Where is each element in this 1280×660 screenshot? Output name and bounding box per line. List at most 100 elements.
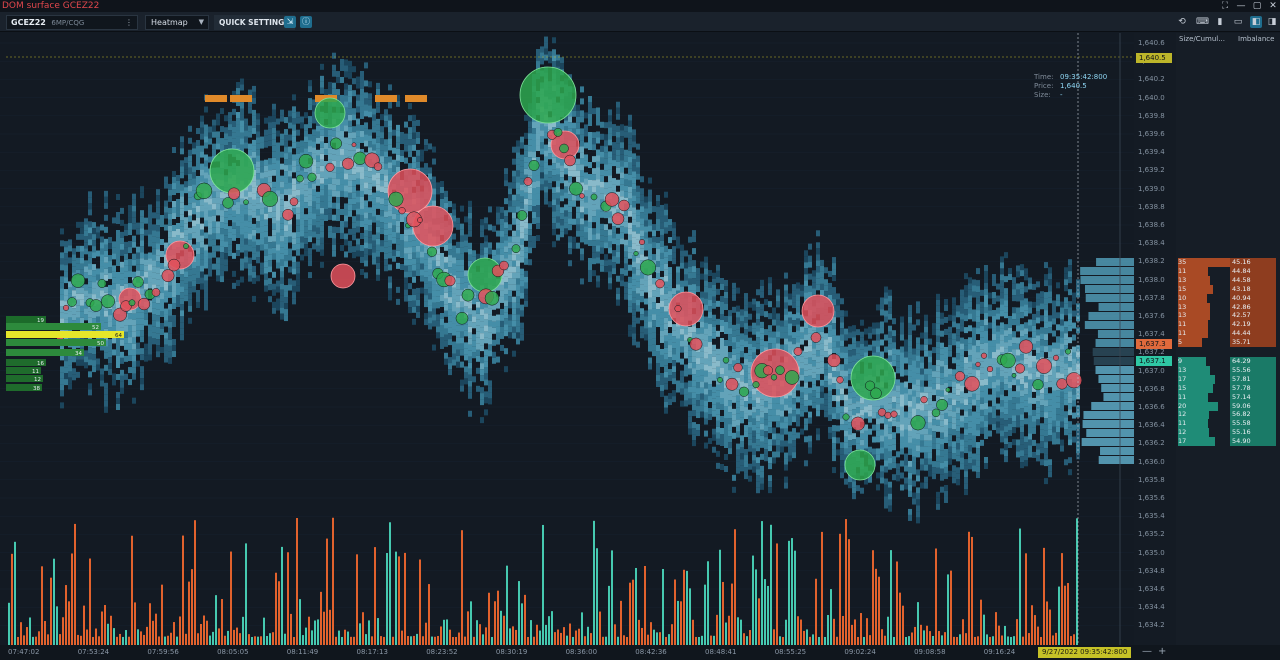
heatmap-cell bbox=[116, 259, 120, 266]
heatmap-cell bbox=[308, 212, 312, 219]
heatmap-cell bbox=[296, 243, 300, 250]
heatmap-cell bbox=[108, 357, 112, 364]
heatmap-cell bbox=[364, 188, 368, 195]
history-icon[interactable]: ⟲ bbox=[1178, 17, 1186, 27]
heatmap-cell bbox=[476, 343, 480, 350]
heatmap-cell bbox=[500, 224, 504, 231]
heatmap-cell bbox=[476, 349, 480, 356]
heatmap-cell bbox=[628, 156, 632, 163]
heatmap-cell bbox=[200, 265, 204, 272]
heatmap-cell bbox=[260, 172, 264, 179]
heatmap-cell bbox=[92, 354, 96, 361]
heatmap-cell bbox=[656, 267, 660, 274]
heatmap-cell bbox=[176, 300, 180, 307]
heatmap-cell bbox=[156, 189, 160, 196]
heatmap-cell bbox=[112, 253, 116, 260]
heatmap-cell bbox=[576, 164, 580, 171]
expand-icon[interactable]: ⛶ bbox=[1221, 1, 1229, 11]
heatmap-cell bbox=[588, 197, 592, 204]
heatmap-cell bbox=[416, 305, 420, 312]
heatmap-cell bbox=[248, 209, 252, 216]
heatmap-cell bbox=[504, 366, 508, 373]
fit-view-icon[interactable]: ⇲ bbox=[284, 16, 296, 28]
info-icon[interactable]: ⓘ bbox=[300, 16, 312, 28]
panel-layout-icon[interactable]: ◨ bbox=[1267, 17, 1277, 27]
heatmap-cell bbox=[248, 269, 252, 276]
heatmap-cell bbox=[828, 294, 832, 301]
heatmap-cell bbox=[444, 352, 448, 359]
heatmap-cell bbox=[204, 178, 208, 185]
heatmap-cell bbox=[576, 212, 580, 219]
heatmap-cell bbox=[276, 160, 280, 167]
heatmap-cell bbox=[540, 178, 544, 185]
quick-settings-button[interactable]: QUICK SETTINGS bbox=[214, 15, 295, 30]
heatmap-cell bbox=[128, 223, 132, 230]
heatmap-cell bbox=[404, 217, 408, 224]
heatmap-cell bbox=[120, 351, 124, 358]
heatmap-cell bbox=[680, 340, 684, 347]
heatmap-cell bbox=[736, 371, 740, 378]
heatmap-cell bbox=[204, 214, 208, 221]
heatmap-cell bbox=[416, 257, 420, 264]
heatmap-cell bbox=[236, 226, 240, 233]
heatmap-cell bbox=[844, 436, 848, 443]
heatmap-cell bbox=[172, 201, 176, 208]
minimize-icon[interactable]: — bbox=[1236, 1, 1246, 11]
heatmap-cell bbox=[360, 166, 364, 173]
heatmap-cell bbox=[172, 351, 176, 358]
heatmap-cell bbox=[704, 334, 708, 341]
heatmap-cell bbox=[848, 440, 852, 447]
heatmap-cell bbox=[404, 145, 408, 152]
heatmap-cell bbox=[440, 264, 444, 271]
heatmap-cell bbox=[520, 160, 524, 167]
camera-icon[interactable]: ▭ bbox=[1233, 17, 1243, 27]
heatmap-cell bbox=[420, 269, 424, 276]
dom-panel-toggle-icon[interactable]: ◧ bbox=[1250, 16, 1262, 28]
heatmap-cell bbox=[376, 124, 380, 131]
heatmap-cell bbox=[332, 250, 336, 257]
heatmap-cell bbox=[656, 243, 660, 250]
symbol-selector[interactable]: GCEZ22 6MP/CQG ⋮ bbox=[6, 15, 138, 30]
heatmap-cell bbox=[636, 233, 640, 240]
heatmap-cell bbox=[60, 288, 64, 295]
heatmap-cell bbox=[336, 71, 340, 78]
heatmap-cell bbox=[424, 163, 428, 170]
heatmap-cell bbox=[708, 396, 712, 403]
heatmap-cell bbox=[632, 237, 636, 244]
heatmap-cell bbox=[692, 350, 696, 357]
heatmap-cell bbox=[404, 295, 408, 302]
heatmap-cell bbox=[332, 148, 336, 155]
heatmap-cell bbox=[404, 289, 408, 296]
close-icon[interactable]: ✕ bbox=[1269, 1, 1277, 11]
heatmap-cell bbox=[436, 326, 440, 333]
kebab-menu-icon[interactable]: ⋮ bbox=[125, 18, 133, 27]
heatmap-cell bbox=[376, 172, 380, 179]
heatmap-cell bbox=[504, 210, 508, 217]
heatmap-cell bbox=[728, 328, 732, 335]
heatmap-cell bbox=[852, 343, 856, 350]
heatmap-cell bbox=[72, 290, 76, 297]
heatmap-cell bbox=[172, 171, 176, 178]
heatmap-cell bbox=[604, 158, 608, 165]
heatmap-cell bbox=[468, 206, 472, 213]
heatmap-cell bbox=[308, 170, 312, 177]
heatmap-cell bbox=[516, 260, 520, 267]
heatmap-cell bbox=[296, 225, 300, 232]
heatmap-cell bbox=[620, 184, 624, 191]
view-mode-select[interactable]: Heatmap ▼ bbox=[145, 15, 209, 30]
heatmap-cell bbox=[716, 372, 720, 379]
maximize-icon[interactable]: ▢ bbox=[1252, 1, 1262, 11]
heatmap-cell bbox=[600, 157, 604, 164]
heatmap-cell bbox=[236, 88, 240, 95]
heatmap-cell bbox=[816, 254, 820, 261]
heatmap-cell bbox=[752, 418, 756, 425]
heatmap-cell bbox=[292, 136, 296, 143]
heatmap-cell bbox=[524, 204, 528, 211]
heatmap-cell bbox=[220, 198, 224, 205]
heatmap-cell bbox=[472, 316, 476, 323]
heatmap-cell bbox=[804, 352, 808, 359]
heatmap-cell bbox=[584, 142, 588, 149]
lock-icon[interactable]: ▮ bbox=[1217, 17, 1223, 27]
keyboard-icon[interactable]: ⌨ bbox=[1196, 17, 1209, 27]
